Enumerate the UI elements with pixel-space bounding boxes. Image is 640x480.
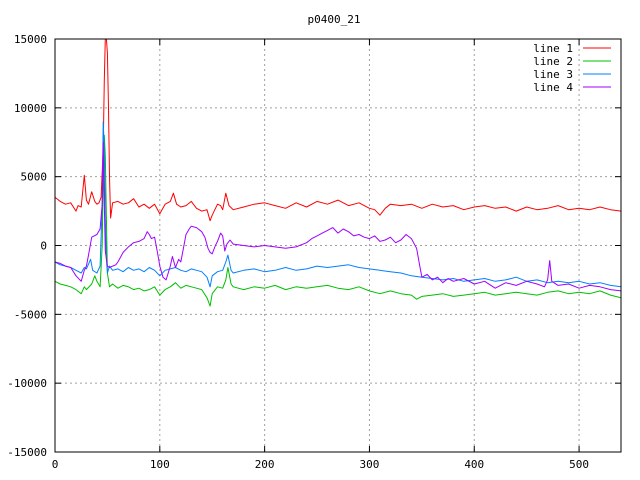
legend-label: line 4 bbox=[533, 81, 573, 94]
y-tick-label: 0 bbox=[40, 240, 47, 253]
x-tick-label: 100 bbox=[150, 458, 170, 471]
y-tick-label: 15000 bbox=[14, 33, 47, 46]
y-tick-label: 5000 bbox=[21, 171, 48, 184]
series-line-4 bbox=[55, 141, 621, 292]
x-tick-label: 500 bbox=[569, 458, 589, 471]
grid bbox=[55, 39, 621, 452]
legend-label: line 3 bbox=[533, 68, 573, 81]
y-tick-label: 10000 bbox=[14, 102, 47, 115]
legend-label: line 1 bbox=[533, 42, 573, 55]
legend-label: line 2 bbox=[533, 55, 573, 68]
x-tick-label: 300 bbox=[360, 458, 380, 471]
series-line-3 bbox=[55, 121, 621, 288]
x-tick-label: 400 bbox=[464, 458, 484, 471]
chart-title: p0400_21 bbox=[308, 13, 361, 26]
y-tick-label: -15000 bbox=[7, 446, 47, 459]
series-lines bbox=[55, 39, 621, 307]
x-tick-label: 0 bbox=[52, 458, 59, 471]
x-tick-label: 200 bbox=[255, 458, 275, 471]
y-tick-label: -5000 bbox=[14, 308, 47, 321]
plot-frame bbox=[54, 38, 622, 453]
y-tick-label: -10000 bbox=[7, 377, 47, 390]
axis-ticks: 0 100 200 300 400 500 -15000 -10000 -5000 0 5000 10… bbox=[7, 33, 621, 471]
